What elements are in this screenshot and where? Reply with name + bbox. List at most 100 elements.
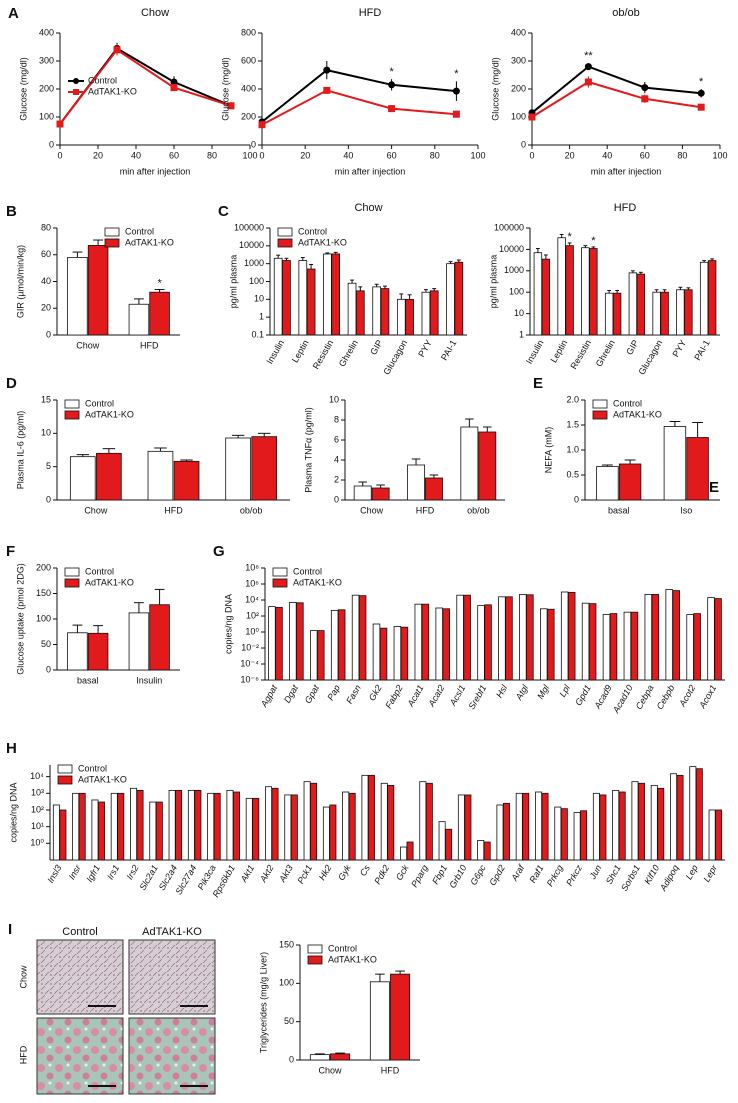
bar (173, 460, 200, 501)
x-tick-label: 40 (343, 150, 353, 160)
x-tick-label: Pparg (409, 863, 430, 889)
legend-label: AdTAK1-KO (293, 577, 342, 587)
y-tick-label: 6 (334, 434, 339, 444)
y-tick-label: 150 (36, 588, 51, 598)
bar (175, 789, 183, 861)
x-tick-label: Agpat (258, 683, 279, 710)
x-tick-label: Lepr (701, 862, 719, 883)
bar (665, 589, 673, 681)
marker (697, 103, 705, 111)
bar (540, 608, 548, 681)
image-row-label: HFD (18, 1045, 28, 1064)
marker (528, 113, 536, 121)
legend-swatch (64, 399, 80, 409)
bar (693, 613, 701, 681)
legend-label: AdTAK1-KO (78, 774, 127, 784)
legend-label: AdTAK1-KO (85, 409, 134, 419)
bar (67, 257, 88, 336)
bar (596, 466, 619, 501)
marker (641, 84, 649, 92)
bar (110, 792, 118, 861)
legend-marker (73, 78, 79, 84)
y-tick-label: 10⁴ (245, 594, 259, 604)
y-tick-label: 150 (279, 939, 294, 949)
bar (265, 786, 273, 861)
x-tick-label: Glucagon (636, 338, 664, 376)
bar (557, 237, 566, 336)
bar (425, 477, 443, 501)
y-tick-label: 10 (254, 294, 264, 304)
x-tick-label: 40 (602, 150, 612, 160)
x-tick-label: Sorbs1 (619, 863, 642, 893)
image (36, 939, 124, 1015)
bar (464, 794, 472, 861)
legend-swatch (57, 775, 73, 785)
bar (379, 627, 388, 681)
bar (519, 594, 527, 681)
marker (227, 102, 235, 110)
bar (478, 431, 497, 501)
legend-swatch (592, 399, 608, 409)
x-tick-label: PYY (670, 338, 688, 359)
annotation: * (591, 235, 596, 247)
y-tick-label: 200 (39, 83, 54, 93)
y-tick-label: 0 (334, 494, 339, 504)
x-tick-label: 60 (640, 150, 650, 160)
y-tick-label: 10⁰ (245, 626, 259, 636)
bar (446, 263, 455, 336)
bar (565, 245, 574, 336)
annotation: * (454, 68, 459, 80)
y-axis-label: GIR (µmol/min/kg) (15, 245, 25, 318)
x-tick-label: Glucagon (381, 338, 409, 376)
bar (502, 802, 510, 861)
y-tick-label: 10⁻⁴ (240, 658, 259, 668)
image-column-label: Control (62, 926, 97, 938)
x-tick-label: Resistin (568, 338, 593, 371)
legend-label: AdTAK1-KO (613, 409, 662, 419)
y-tick-label: 10000 (239, 240, 264, 250)
bar (290, 794, 298, 861)
y-axis-label: Plasma TNFα (pg/ml) (303, 407, 313, 493)
bar (407, 464, 425, 501)
panel-label: H (6, 740, 17, 757)
y-axis-label: pg/ml plasma (228, 255, 238, 309)
bar (573, 812, 581, 861)
y-axis-label: pg/ml plasma (488, 255, 498, 309)
legend-swatch (64, 567, 80, 577)
bar (72, 792, 80, 861)
y-tick-label: 80 (41, 222, 51, 232)
bar (686, 614, 694, 681)
bar (87, 632, 109, 671)
y-tick-label: 40 (41, 276, 51, 286)
x-tick-label: 0 (259, 150, 264, 160)
y-tick-label: 1.0 (566, 444, 579, 454)
x-tick-label: Klf10 (642, 863, 661, 886)
x-tick-label: Acat1 (405, 683, 426, 709)
bar (380, 288, 390, 336)
x-tick-label: Cebpb (655, 683, 677, 711)
y-tick-label: 0 (46, 664, 51, 674)
bar (232, 791, 240, 861)
bar (684, 289, 693, 336)
y-tick-label: 0 (574, 494, 579, 504)
bar (168, 789, 176, 861)
y-axis-label: NEFA (mM) (543, 427, 553, 474)
x-tick-label: Adipoq (657, 863, 680, 893)
marker (113, 46, 121, 54)
legend-label: AdTAK1-KO (85, 577, 134, 587)
bar (306, 268, 316, 336)
x-tick-label: Prkcg (545, 863, 565, 888)
y-tick-label: 60 (41, 249, 51, 259)
bar (348, 792, 356, 861)
legend-swatch (592, 410, 608, 420)
chart-title: HFD (614, 202, 637, 214)
bar (496, 804, 504, 861)
legend-swatch (307, 944, 323, 954)
bar (438, 821, 446, 861)
bar (631, 781, 639, 861)
legend-label: Control (88, 75, 117, 85)
legend-swatch (57, 764, 73, 774)
annotation: * (699, 76, 704, 88)
y-tick-label: 10⁸ (245, 562, 259, 572)
bar (406, 841, 414, 861)
